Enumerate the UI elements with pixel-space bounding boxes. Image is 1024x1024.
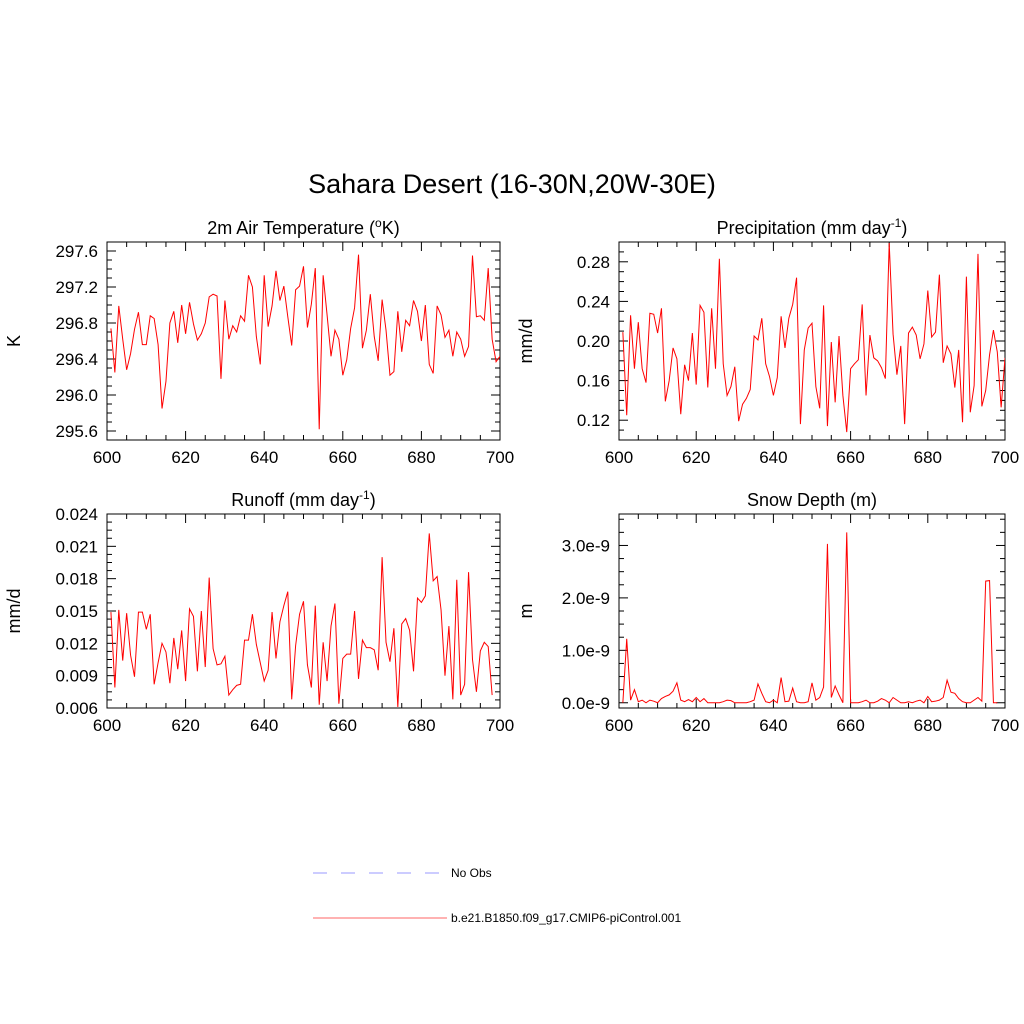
legend-label-model: b.e21.B1850.f09_g17.CMIP6-piControl.001 — [451, 911, 681, 925]
y-tick-label: 297.2 — [55, 278, 98, 297]
y-tick-label: 0.024 — [55, 505, 98, 524]
x-tick-label: 640 — [250, 448, 278, 467]
series-line — [622, 242, 1005, 433]
x-tick-label: 640 — [250, 716, 278, 735]
x-tick-label: 640 — [759, 716, 787, 735]
y-axis-label: m — [516, 604, 536, 619]
panel-title: Snow Depth (m) — [747, 490, 877, 510]
y-tick-label: 0.015 — [55, 602, 98, 621]
legend: No Obs b.e21.B1850.f09_g17.CMIP6-piContr… — [313, 866, 681, 925]
plot-frame — [618, 241, 1006, 441]
x-tick-label: 660 — [836, 716, 864, 735]
y-tick-label: 0.018 — [55, 570, 98, 589]
y-tick-label: 0.009 — [55, 667, 98, 686]
y-axis-label: mm/d — [516, 319, 536, 364]
x-tick-label: 680 — [914, 716, 942, 735]
x-tick-label: 680 — [407, 716, 435, 735]
panel-title: 2m Air Temperature (oK) — [207, 216, 399, 238]
y-tick-label: 0.012 — [55, 634, 98, 653]
panel-temperature: 2m Air Temperature (oK) K 600 620 640 660 680 7… — [4, 216, 514, 467]
x-tick-label: 600 — [93, 716, 121, 735]
series-line — [622, 532, 998, 704]
y-tick-label: 3.0e-9 — [562, 536, 610, 555]
y-tick-label: 297.6 — [55, 242, 98, 261]
x-tick-label: 600 — [605, 448, 633, 467]
x-tick-label: 620 — [682, 716, 710, 735]
y-tick-label: 0.28 — [577, 253, 610, 272]
x-tick-label: 700 — [991, 716, 1019, 735]
y-tick-label: 0.021 — [55, 537, 98, 556]
x-tick-label: 700 — [991, 448, 1019, 467]
panel-title: Precipitation (mm day-1) — [717, 216, 908, 238]
figure-title: Sahara Desert (16-30N,20W-30E) — [308, 169, 716, 199]
series-line — [110, 254, 500, 430]
x-tick-label: 640 — [759, 448, 787, 467]
x-tick-label: 680 — [407, 448, 435, 467]
y-tick-label: 0.24 — [577, 292, 610, 311]
x-tick-label: 700 — [486, 716, 514, 735]
x-tick-label: 620 — [171, 448, 199, 467]
panel-snow-depth: Snow Depth (m) m 600 620 640 660 680 700 0.0e-9 1… — [516, 490, 1019, 735]
x-tick-label: 660 — [836, 448, 864, 467]
y-tick-label: 296.4 — [55, 350, 98, 369]
y-tick-label: 0.20 — [577, 332, 610, 351]
y-tick-label: 1.0e-9 — [562, 641, 610, 660]
x-tick-label: 700 — [486, 448, 514, 467]
panels: 2m Air Temperature (oK) K 600 620 640 660 680 7… — [4, 216, 1019, 735]
panel-runoff: Runoff (mm day-1) mm/d 600 620 640 660 680 700 0… — [4, 488, 514, 735]
y-tick-label: 0.006 — [55, 699, 98, 718]
y-tick-label: 2.0e-9 — [562, 589, 610, 608]
legend-label-no-obs: No Obs — [451, 866, 492, 880]
y-axis-label: mm/d — [4, 589, 24, 634]
y-tick-label: 295.6 — [55, 422, 98, 441]
series-line — [110, 533, 493, 707]
x-tick-label: 600 — [605, 716, 633, 735]
y-tick-label: 296.0 — [55, 386, 98, 405]
y-tick-label: 0.12 — [577, 411, 610, 430]
panel-precipitation: Precipitation (mm day-1) mm/d 600 620 640 660… — [516, 216, 1019, 467]
y-axis-label: K — [4, 335, 24, 347]
x-tick-label: 660 — [329, 716, 357, 735]
y-tick-label: 0.0e-9 — [562, 694, 610, 713]
x-tick-label: 620 — [682, 448, 710, 467]
x-tick-label: 620 — [171, 716, 199, 735]
y-tick-label: 0.16 — [577, 372, 610, 391]
y-tick-label: 296.8 — [55, 314, 98, 333]
x-tick-label: 680 — [914, 448, 942, 467]
panel-title: Runoff (mm day-1) — [231, 488, 375, 510]
x-tick-label: 660 — [329, 448, 357, 467]
x-tick-label: 600 — [93, 448, 121, 467]
